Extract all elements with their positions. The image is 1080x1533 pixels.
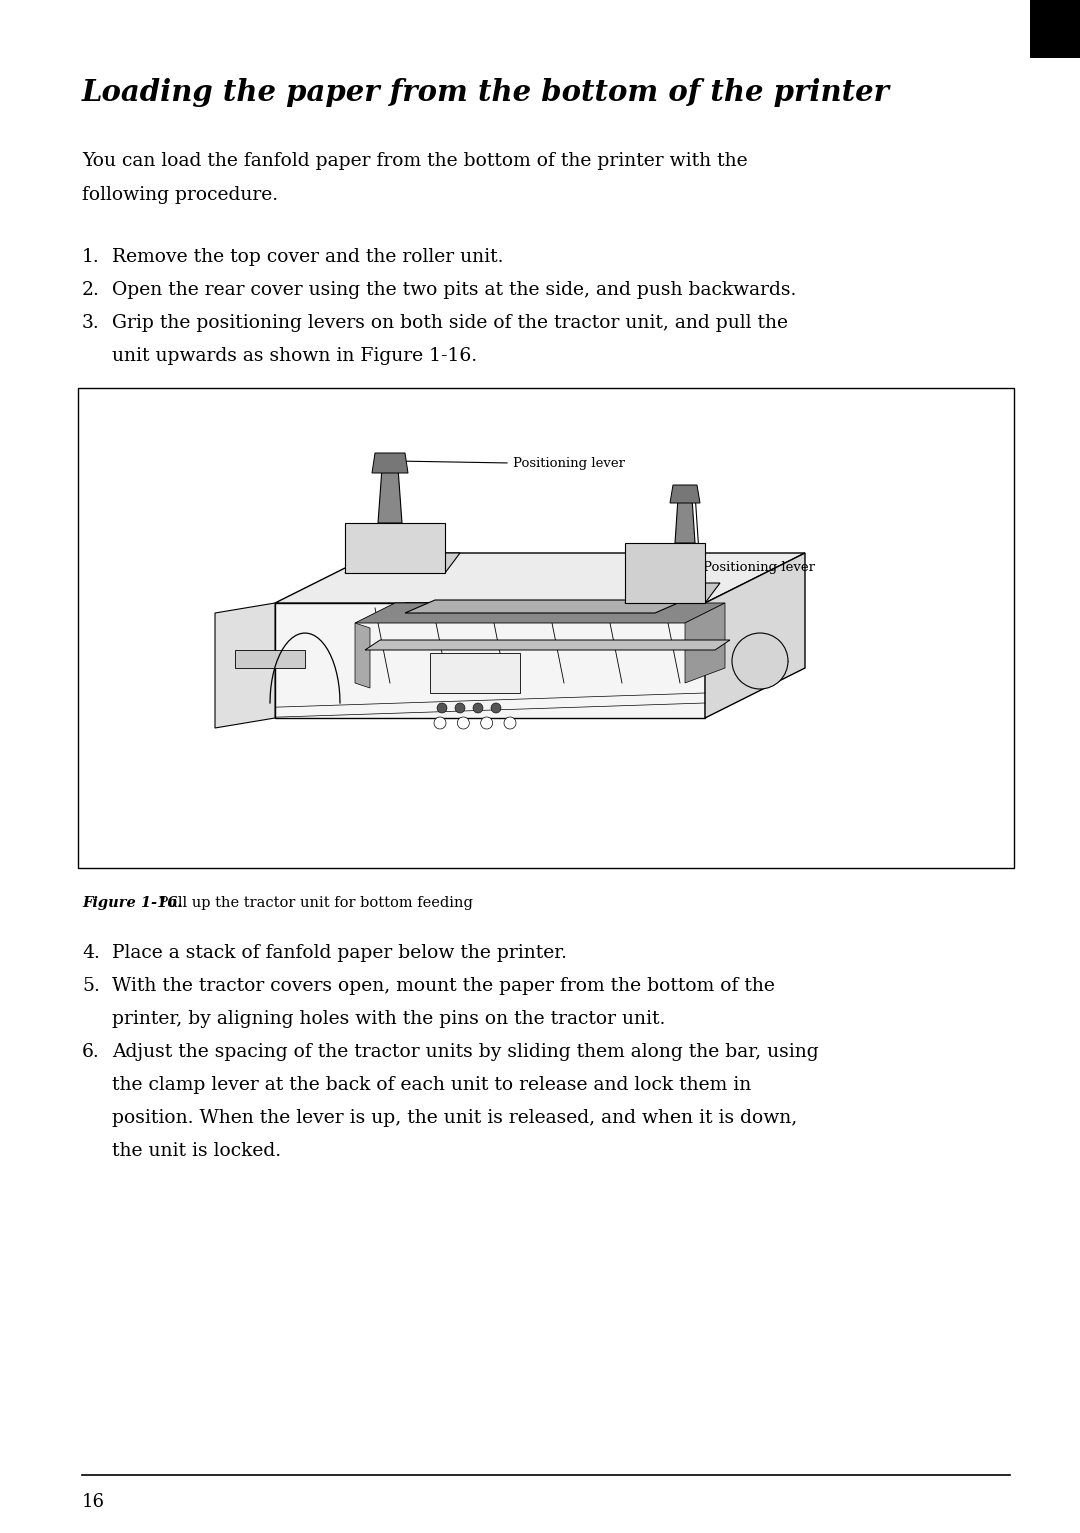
Text: Place a stack of fanfold paper below the printer.: Place a stack of fanfold paper below the… [112,944,567,963]
Circle shape [473,704,483,713]
Text: 6.: 6. [82,1042,99,1061]
Text: 1.: 1. [82,248,99,267]
Text: Remove the top cover and the roller unit.: Remove the top cover and the roller unit… [112,248,503,267]
Text: following procedure.: following procedure. [82,185,279,204]
Text: the unit is locked.: the unit is locked. [112,1142,281,1160]
Text: Pull up the tractor unit for bottom feeding: Pull up the tractor unit for bottom feed… [154,895,473,911]
Bar [1030,0,1080,58]
Polygon shape [215,602,275,728]
Text: 16: 16 [82,1493,105,1512]
Bar [78,388,1014,868]
Text: 3.: 3. [82,314,99,333]
Text: Positioning lever: Positioning lever [513,457,625,469]
Text: 4.: 4. [82,944,99,963]
Circle shape [457,717,470,730]
Text: Grip the positioning levers on both side of the tractor unit, and pull the: Grip the positioning levers on both side… [112,314,788,333]
Polygon shape [670,484,700,503]
Polygon shape [705,553,805,717]
Text: 5.: 5. [82,977,99,995]
Circle shape [504,717,516,730]
Circle shape [491,704,501,713]
Text: You can load the fanfold paper from the bottom of the printer with the: You can load the fanfold paper from the … [82,152,747,170]
Text: Loading the paper from the bottom of the printer: Loading the paper from the bottom of the… [82,78,890,107]
Polygon shape [625,543,705,602]
Polygon shape [345,553,460,573]
Polygon shape [685,602,725,684]
Polygon shape [355,602,725,622]
Circle shape [437,704,447,713]
Text: 2.: 2. [82,281,99,299]
Text: Open the rear cover using the two pits at the side, and push backwards.: Open the rear cover using the two pits a… [112,281,796,299]
Polygon shape [355,622,370,688]
Polygon shape [405,599,685,613]
Text: the clamp lever at the back of each unit to release and lock them in: the clamp lever at the back of each unit… [112,1076,752,1095]
Polygon shape [372,452,408,474]
Text: unit upwards as shown in Figure 1-16.: unit upwards as shown in Figure 1-16. [112,346,477,365]
Text: Adjust the spacing of the tractor units by sliding them along the bar, using: Adjust the spacing of the tractor units … [112,1042,819,1061]
Bar [235,650,305,668]
Polygon shape [378,468,402,523]
Text: Figure 1-16.: Figure 1-16. [82,895,183,911]
Polygon shape [345,523,445,573]
Bar [430,653,519,693]
Text: Positioning lever: Positioning lever [703,561,815,575]
Text: printer, by aligning holes with the pins on the tractor unit.: printer, by aligning holes with the pins… [112,1010,665,1029]
Circle shape [481,717,492,730]
Circle shape [434,717,446,730]
Circle shape [455,704,465,713]
Polygon shape [365,639,730,650]
Circle shape [732,633,788,688]
Text: With the tractor covers open, mount the paper from the bottom of the: With the tractor covers open, mount the … [112,977,774,995]
Polygon shape [675,498,696,543]
Polygon shape [275,602,705,717]
Polygon shape [275,553,805,602]
Polygon shape [625,583,720,602]
Text: position. When the lever is up, the unit is released, and when it is down,: position. When the lever is up, the unit… [112,1108,797,1127]
